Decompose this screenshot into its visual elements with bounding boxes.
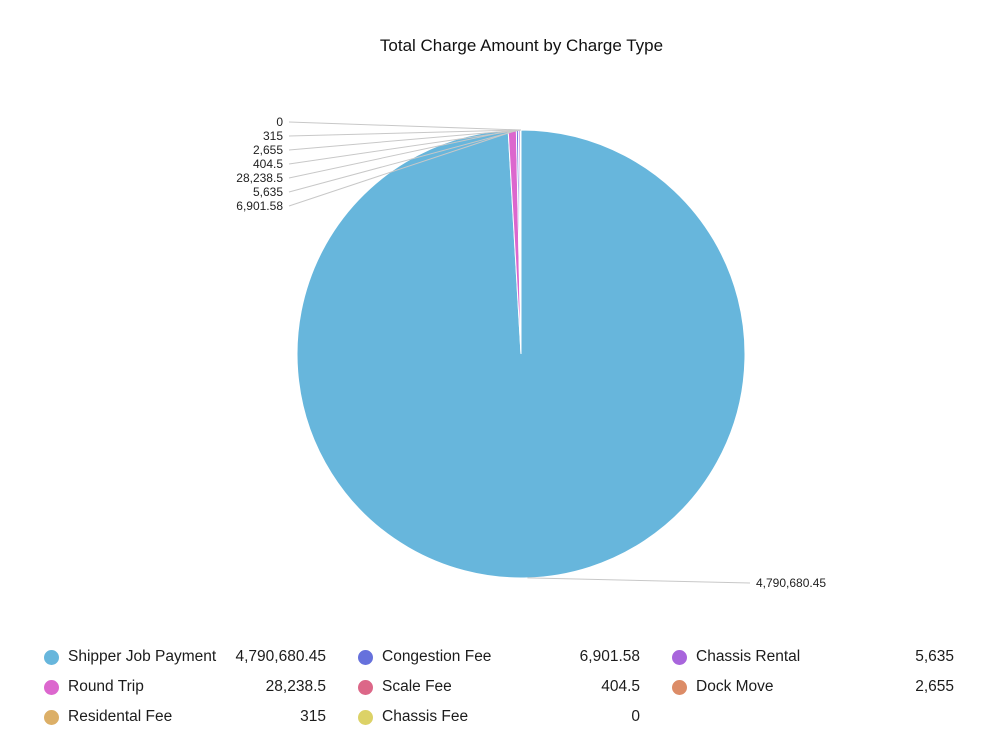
callout-line-chassis-rental xyxy=(288,129,520,193)
legend-item-chassis-rental[interactable]: Chassis Rental 5,635 xyxy=(672,648,954,666)
data-label-chassis-rental: 5,635 xyxy=(253,185,283,199)
legend-item-scale-fee[interactable]: Scale Fee 404.5 xyxy=(358,678,640,696)
data-label-congestion-fee: 6,901.58 xyxy=(236,199,283,213)
legend-row: Shipper Job Payment 4,790,680.45 Congestio… xyxy=(44,642,959,672)
callout-line-chassis-fee xyxy=(288,121,522,131)
callout-line-congestion-fee xyxy=(288,129,518,207)
legend-value: 5,635 xyxy=(915,648,954,665)
legend-marker xyxy=(358,709,373,725)
legend-marker xyxy=(358,679,373,695)
legend-item-shipper-job-payment[interactable]: Shipper Job Payment 4,790,680.45 xyxy=(44,648,326,666)
legend-value: 2,655 xyxy=(915,678,954,695)
legend-marker xyxy=(44,709,59,725)
legend-label: Chassis Fee xyxy=(382,708,469,725)
legend-label: Dock Move xyxy=(696,678,774,695)
data-label-shipper-job-payment: 4,790,680.45 xyxy=(756,576,826,590)
legend-row: Round Trip 28,238.5 Scale Fee 404.5 Dock Mov… xyxy=(44,672,959,702)
callout-line-scale-fee xyxy=(288,129,521,165)
callout-line-residental-fee xyxy=(288,129,521,137)
legend-label: Chassis Rental xyxy=(696,648,801,665)
callout-line-shipper-job-payment xyxy=(527,577,751,584)
callout-line-dock-move xyxy=(288,129,521,151)
legend-marker xyxy=(358,649,373,665)
legend-marker xyxy=(44,649,59,665)
legend-item-dock-move[interactable]: Dock Move 2,655 xyxy=(672,678,954,696)
pie-slices xyxy=(296,129,746,579)
legend-item-residental-fee[interactable]: Residental Fee 315 xyxy=(44,708,326,726)
legend-value: 4,790,680.45 xyxy=(235,648,326,665)
legend-value: 315 xyxy=(300,708,326,725)
data-label-chassis-fee: 0 xyxy=(276,115,283,129)
data-label-round-trip: 28,238.5 xyxy=(236,171,283,185)
legend-label: Round Trip xyxy=(68,678,144,695)
chart-title: Total Charge Amount by Charge Type xyxy=(379,36,664,55)
legend-label: Residental Fee xyxy=(68,708,173,725)
legend-value: 404.5 xyxy=(601,678,640,695)
legend-marker xyxy=(672,679,687,695)
data-label-scale-fee: 404.5 xyxy=(253,157,283,171)
legend-item-chassis-fee[interactable]: Chassis Fee 0 xyxy=(358,708,640,726)
legend-value: 0 xyxy=(631,708,640,725)
legend-label: Scale Fee xyxy=(382,678,452,695)
data-label-dock-move: 2,655 xyxy=(253,143,283,157)
legend-value: 6,901.58 xyxy=(579,648,640,665)
legend-value: 28,238.5 xyxy=(265,678,326,695)
legend-row: Residental Fee 315 Chassis Fee 0 xyxy=(44,702,959,732)
legend-item-congestion-fee[interactable]: Congestion Fee 6,901.58 xyxy=(358,648,640,666)
legend-label: Shipper Job Payment xyxy=(68,648,217,665)
callout-line-round-trip xyxy=(288,129,513,179)
legend-marker xyxy=(44,679,59,695)
legend-item-round-trip[interactable]: Round Trip 28,238.5 xyxy=(44,678,326,696)
legend-label: Congestion Fee xyxy=(382,648,492,665)
data-label-residental-fee: 315 xyxy=(263,129,283,143)
legend-marker xyxy=(672,649,687,665)
legend: Shipper Job Payment 4,790,680.45 Congestio… xyxy=(44,642,959,732)
